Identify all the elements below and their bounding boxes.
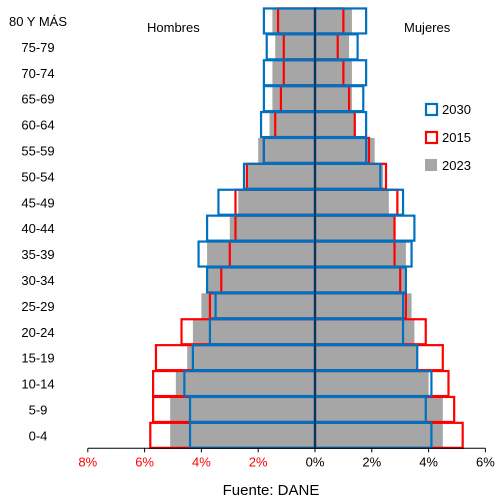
legend-swatch-2015: [424, 130, 439, 145]
age-label-45-49: 45-49: [21, 195, 54, 210]
source-note: Fuente: DANE: [223, 482, 320, 499]
bar-2023-mujeres-10-14: [315, 371, 429, 397]
bar-2023-mujeres-5-9: [315, 396, 443, 422]
bar-2023-mujeres-25-29: [315, 293, 412, 319]
bar-2023-hombres-70-74: [272, 60, 315, 86]
bar-2023-mujeres-0-4: [315, 422, 443, 448]
age-label-55-59: 55-59: [21, 143, 54, 158]
bar-2023-mujeres-15-19: [315, 345, 418, 371]
x-tick-label: 2%: [362, 454, 381, 469]
legend-swatch-2023: [425, 159, 437, 171]
legend-label-2030: 2030: [442, 102, 471, 117]
age-label-80-y-m-s: 80 Y MÁS: [9, 14, 67, 29]
bar-2023-mujeres-70-74: [315, 60, 352, 86]
x-tick-label: 2%: [249, 454, 268, 469]
bar-2023-mujeres-80-y-m-s: [315, 8, 352, 34]
bar-2023-mujeres-20-24: [315, 319, 415, 345]
legend-label-2015: 2015: [442, 130, 471, 145]
x-tick-label: 6%: [135, 454, 154, 469]
age-label-50-54: 50-54: [21, 169, 54, 184]
age-label-25-29: 25-29: [21, 299, 54, 314]
bar-2023-mujeres-50-54: [315, 163, 384, 189]
series-2023-bars: [170, 8, 443, 448]
bar-2023-mujeres-35-39: [315, 241, 406, 267]
age-label-60-64: 60-64: [21, 118, 54, 133]
axes: [87, 8, 486, 449]
bar-2023-mujeres-40-44: [315, 215, 395, 241]
legend-swatch-2030: [424, 102, 439, 117]
bar-2023-hombres-15-19: [187, 345, 315, 371]
bar-2023-hombres-65-69: [272, 86, 315, 112]
x-tick-label: 8%: [78, 454, 97, 469]
bar-2023-hombres-5-9: [170, 396, 315, 422]
bar-2023-hombres-60-64: [269, 112, 315, 138]
bar-2023-hombres-45-49: [238, 189, 315, 215]
x-tick-label: 0%: [306, 454, 325, 469]
age-label-35-39: 35-39: [21, 247, 54, 262]
age-label-0-4: 0-4: [29, 428, 48, 443]
age-label-20-24: 20-24: [21, 325, 54, 340]
bar-2023-hombres-30-34: [207, 267, 315, 293]
age-label-5-9: 5-9: [29, 402, 48, 417]
age-label-40-44: 40-44: [21, 221, 54, 236]
x-tick-label: 4%: [192, 454, 211, 469]
bar-2023-hombres-75-79: [275, 34, 315, 60]
bar-2023-hombres-55-59: [258, 137, 315, 163]
bar-2023-mujeres-55-59: [315, 137, 375, 163]
bar-2023-hombres-50-54: [246, 163, 315, 189]
bar-2023-mujeres-60-64: [315, 112, 355, 138]
legend-label-2023: 2023: [442, 158, 471, 173]
bar-2023-hombres-0-4: [170, 422, 315, 448]
hombres-label: Hombres: [147, 20, 200, 35]
bar-2023-mujeres-45-49: [315, 189, 389, 215]
age-label-30-34: 30-34: [21, 273, 54, 288]
bar-2023-hombres-10-14: [175, 371, 315, 397]
bar-2023-mujeres-65-69: [315, 86, 352, 112]
x-tick-label: 6%: [476, 454, 495, 469]
age-label-65-69: 65-69: [21, 92, 54, 107]
bar-2023-mujeres-75-79: [315, 34, 350, 60]
age-label-10-14: 10-14: [21, 377, 54, 392]
age-group-labels: 80 Y MÁS 75-79 70-74 65-69 60-64 55-59 50-54 45…: [9, 14, 67, 443]
bar-2023-hombres-25-29: [201, 293, 315, 319]
age-label-70-74: 70-74: [21, 66, 54, 81]
age-label-15-19: 15-19: [21, 351, 54, 366]
bar-2023-hombres-35-39: [207, 241, 315, 267]
bar-2023-hombres-80-y-m-s: [272, 8, 315, 34]
age-label-75-79: 75-79: [21, 40, 54, 55]
bar-2023-hombres-40-44: [229, 215, 315, 241]
mujeres-label: Mujeres: [404, 20, 451, 35]
bar-2023-mujeres-30-34: [315, 267, 406, 293]
x-axis-ticks: 8% 6% 4% 2% 0% 2% 4% 6%: [78, 448, 495, 469]
bar-2023-hombres-20-24: [192, 319, 315, 345]
legend: 2030 2015 2023: [424, 102, 471, 173]
x-tick-label: 4%: [419, 454, 438, 469]
